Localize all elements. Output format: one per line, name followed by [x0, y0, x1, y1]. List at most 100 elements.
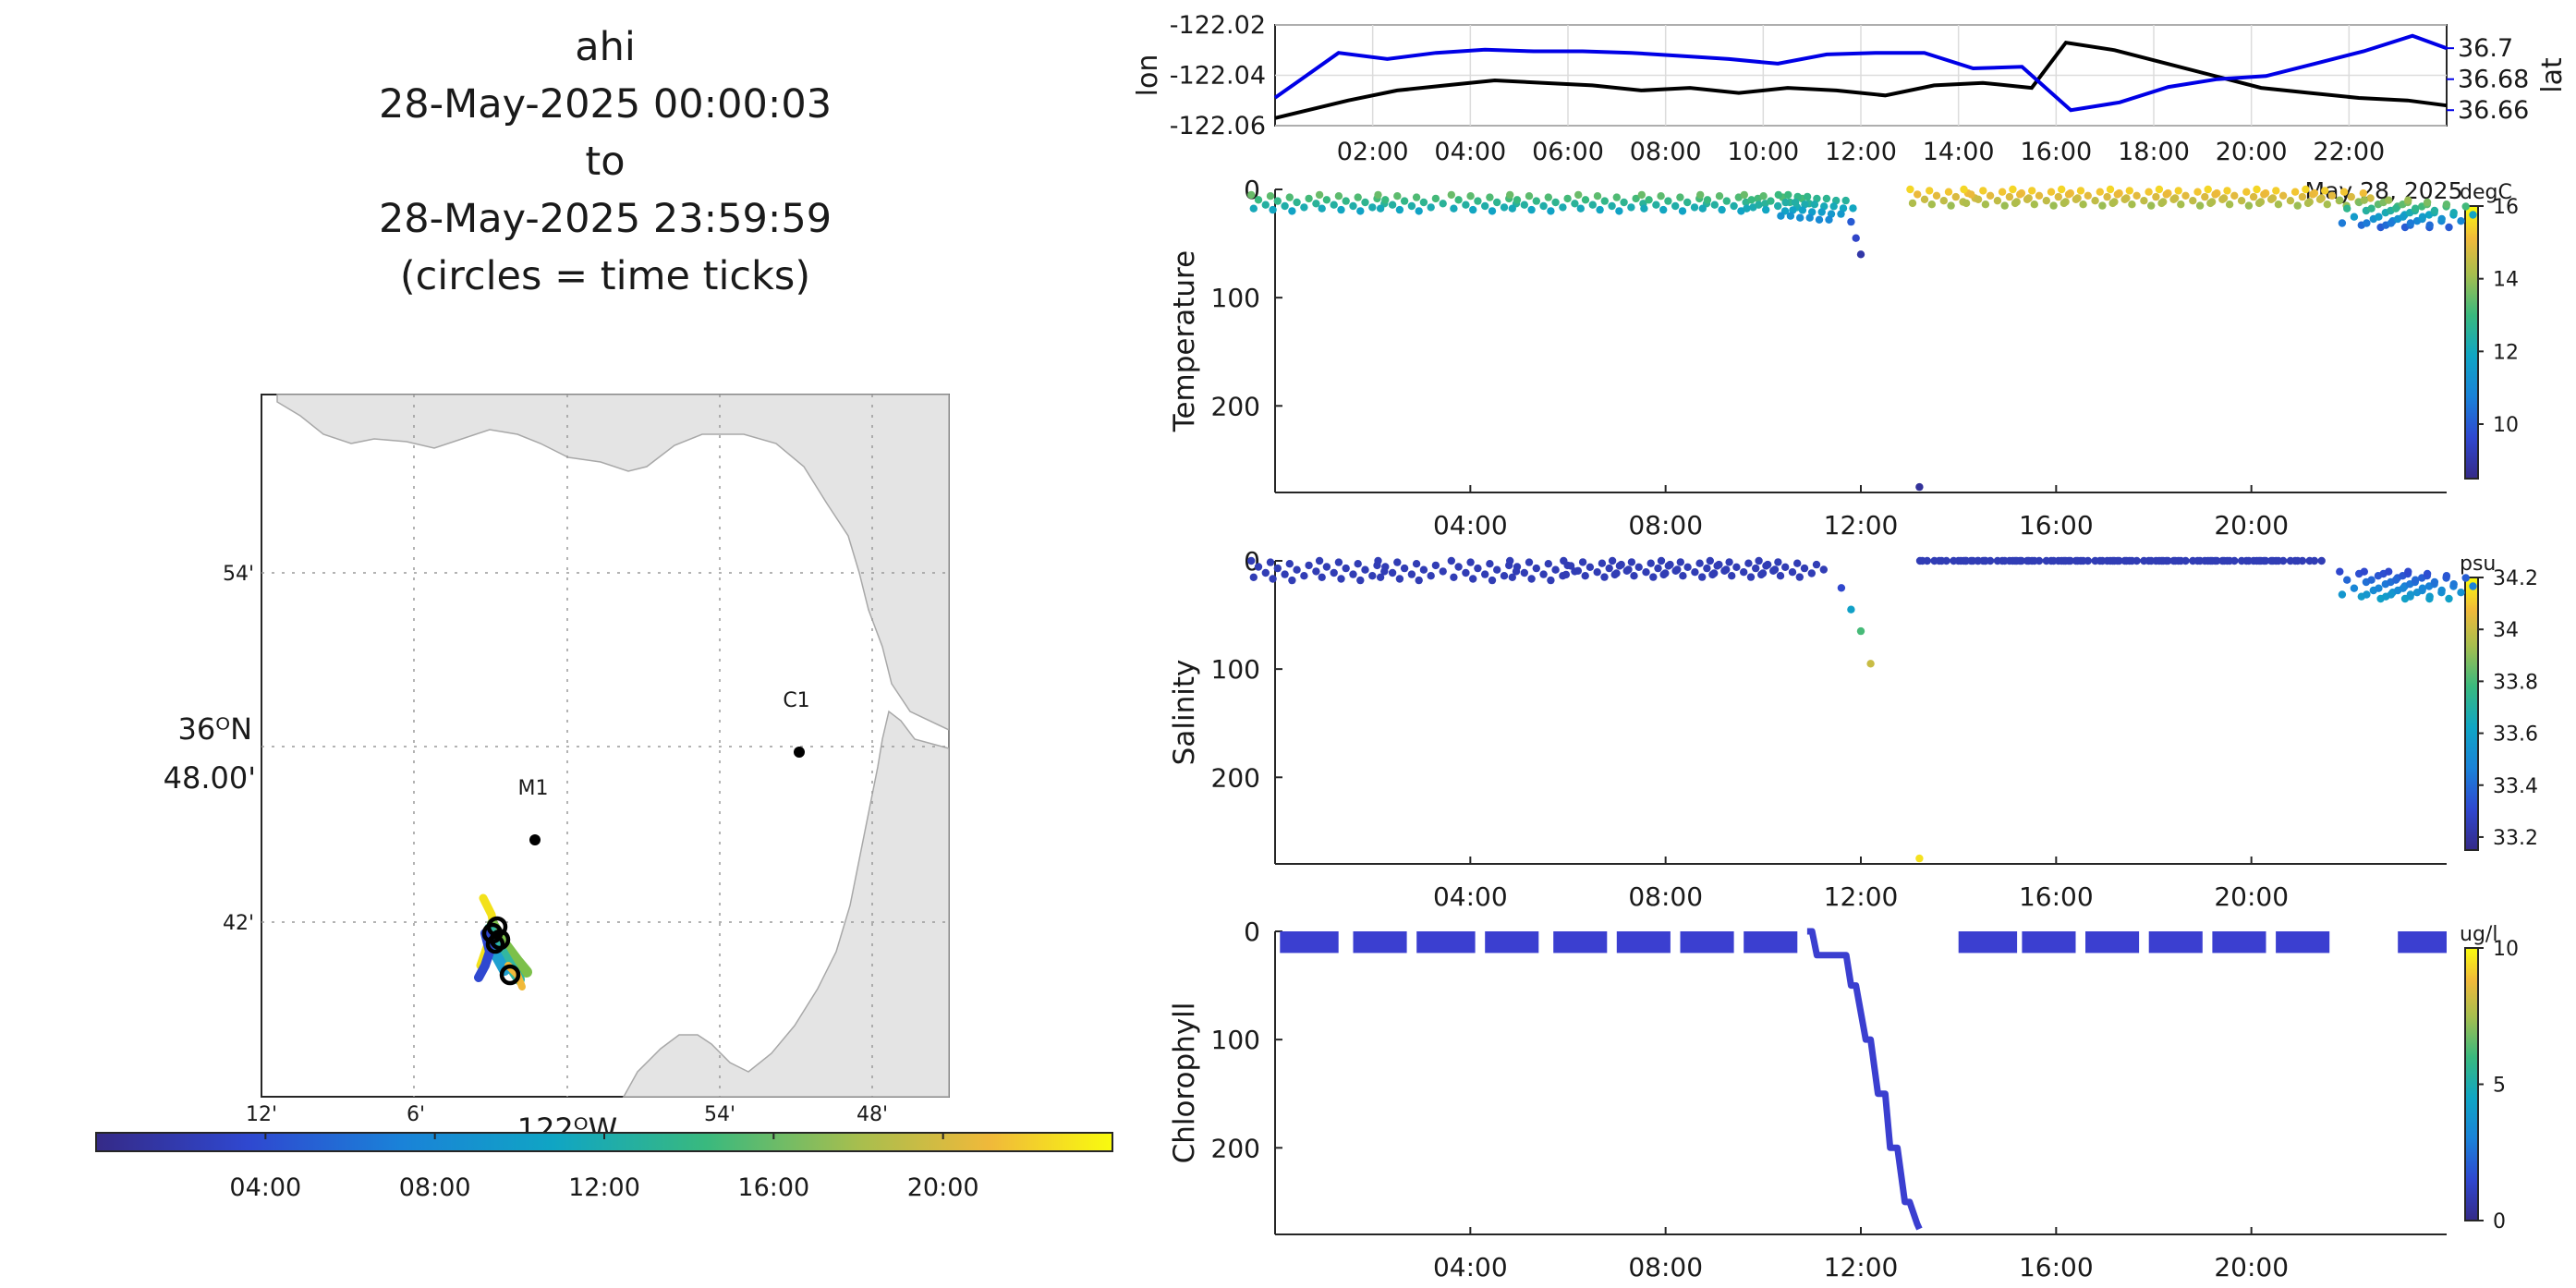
- data-point: [2189, 197, 2197, 205]
- data-point: [1652, 200, 1660, 209]
- data-point: [2461, 574, 2470, 582]
- x-tick-label: 08:00: [1628, 510, 1703, 541]
- data-point: [1791, 198, 1800, 207]
- data-point: [1664, 197, 1672, 205]
- data-point: [2108, 199, 2117, 208]
- data-point: [2387, 219, 2395, 227]
- data-point: [1605, 564, 1613, 573]
- data-point: [1974, 195, 1983, 203]
- data-point: [2098, 201, 2107, 210]
- chlorophyll-burst: [1680, 931, 1734, 954]
- map-grid: [261, 395, 949, 1097]
- data-point: [1852, 234, 1860, 242]
- x-tick-label: 08:00: [1628, 881, 1703, 912]
- data-point: [2363, 219, 2371, 227]
- data-point: [1388, 568, 1397, 577]
- data-point: [1356, 576, 1365, 585]
- data-point: [2418, 584, 2427, 592]
- data-point: [1488, 207, 1497, 215]
- data-point: [2079, 556, 2087, 565]
- data-point: [2206, 556, 2215, 565]
- data-point: [2343, 204, 2351, 213]
- data-point: [1837, 210, 1845, 218]
- data-point: [2430, 206, 2439, 215]
- data-point: [2005, 192, 2014, 201]
- data-point: [1334, 192, 1343, 200]
- chlorophyll-burst: [1553, 931, 1608, 954]
- data-point: [1427, 203, 1435, 212]
- data-point: [2125, 187, 2133, 195]
- data-point: [1812, 560, 1821, 569]
- colorbar-units: ug/l: [2460, 923, 2497, 946]
- data-point: [1288, 576, 1296, 585]
- y-tick-label-right: 36.7: [2458, 34, 2513, 63]
- data-point: [2181, 191, 2190, 200]
- data-point: [1527, 575, 1536, 583]
- data-point: [1318, 573, 1326, 581]
- data-point: [1615, 207, 1623, 215]
- data-point: [1732, 563, 1741, 571]
- data-point: [2195, 556, 2205, 565]
- data-point: [2367, 204, 2376, 213]
- data-point: [1447, 556, 1456, 565]
- data-point: [1400, 197, 1409, 205]
- data-point: [2128, 200, 2136, 209]
- data-point: [1676, 558, 1685, 566]
- colorbar-tick-label: 20:00: [907, 1173, 979, 1202]
- data-point: [1866, 660, 1875, 668]
- data-point: [1266, 192, 1275, 200]
- data-point: [1777, 212, 1785, 220]
- y-tick-label-right: 36.66: [2458, 96, 2529, 125]
- data-point: [2113, 190, 2121, 199]
- data-point: [2162, 190, 2170, 199]
- data-point: [1817, 208, 1826, 216]
- y-axis-label: Chlorophyll: [1168, 1002, 1201, 1164]
- data-point: [2347, 192, 2355, 201]
- data-point: [2387, 590, 2395, 599]
- data-point: [2418, 213, 2427, 221]
- chlorophyll-burst: [2085, 931, 2140, 954]
- x-tick-label: 04:00: [1434, 138, 1506, 166]
- data-point: [2211, 190, 2219, 199]
- colorbar-tick-label: 34.2: [2493, 567, 2538, 590]
- x-tick-label: 12:00: [1824, 510, 1899, 541]
- station-m1-marker: [529, 834, 541, 845]
- data-point: [1588, 200, 1598, 209]
- data-point: [1539, 201, 1548, 211]
- data-point: [1281, 201, 1289, 211]
- data-point: [2411, 204, 2420, 213]
- chlorophyll-burst: [2276, 931, 2330, 954]
- data-point: [1596, 205, 1604, 214]
- data-point: [2411, 576, 2420, 584]
- x-tick-label: 20:00: [2216, 138, 2288, 166]
- colorbar-tick-label: 10: [2493, 938, 2519, 961]
- data-point: [1789, 206, 1797, 214]
- data-point: [2339, 188, 2349, 196]
- chlorophyll-burst: [1958, 931, 2018, 954]
- data-point: [1962, 199, 1971, 208]
- data-point: [1381, 196, 1390, 204]
- data-point: [1412, 193, 1421, 201]
- station-m1-label: M1: [518, 777, 549, 800]
- data-point: [2317, 556, 2326, 565]
- data-point: [2350, 584, 2359, 592]
- data-point: [1474, 564, 1482, 573]
- x-tick-label: 18:00: [2118, 138, 2190, 166]
- data-point: [1581, 572, 1589, 580]
- y-tick-label: -122.02: [1170, 11, 1266, 40]
- data-point: [1752, 564, 1760, 573]
- data-point: [1746, 573, 1756, 581]
- data-point: [2350, 213, 2359, 221]
- colorbar-tick-label: 04:00: [229, 1173, 301, 1202]
- x-tick-label: 08:00: [1628, 1252, 1703, 1282]
- data-point: [1395, 575, 1404, 583]
- data-point: [1960, 185, 1968, 194]
- data-point: [1774, 190, 1783, 200]
- data-point: [2204, 185, 2212, 194]
- station-c1-label: C1: [783, 689, 809, 712]
- data-point: [2425, 592, 2434, 601]
- data-point: [2157, 199, 2166, 208]
- data-point: [1706, 556, 1715, 565]
- data-point: [1710, 200, 1719, 209]
- data-point: [2218, 195, 2227, 203]
